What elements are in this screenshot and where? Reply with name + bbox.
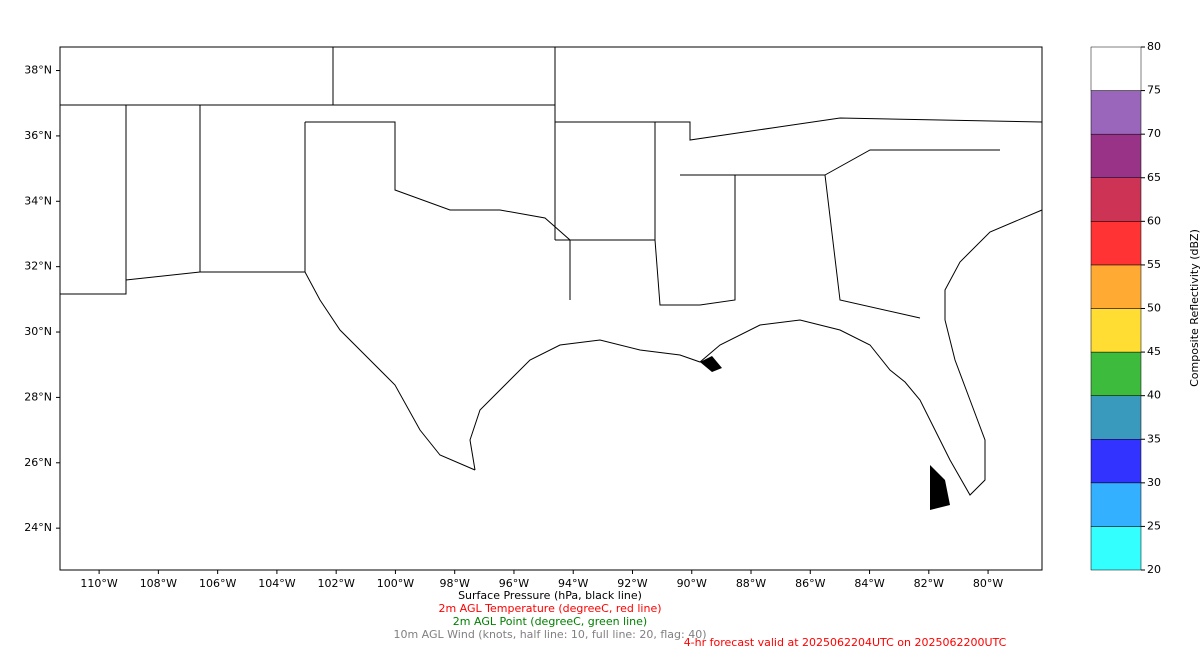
lat-tick-label: 34°N [24, 194, 52, 207]
lat-tick-label: 38°N [24, 64, 52, 77]
lon-tick-label: 104°W [258, 577, 295, 590]
colorbar-bin [1090, 264, 1142, 309]
colorbar-tick-label: 70 [1147, 127, 1161, 140]
colorbar-bin [1090, 133, 1142, 179]
colorbar-tick-label: 45 [1147, 345, 1161, 358]
colorbar-bin [1090, 46, 1142, 91]
colorbar-bin [1090, 439, 1142, 484]
colorbar-bin [1090, 221, 1142, 266]
lon-tick-label: 82°W [914, 577, 944, 590]
colorbar-bin [1090, 482, 1142, 527]
map-outlines [60, 47, 1043, 510]
caption: Surface Pressure (hPa, black line) [458, 589, 642, 602]
lat-tick-label: 28°N [24, 390, 52, 403]
lon-tick-label: 110°W [80, 577, 117, 590]
colorbar-bin [1090, 90, 1142, 135]
colorbar: 20 25 30 35 40 45 50 55 60 65 70 75 80 [1090, 40, 1161, 576]
lon-tick-label: 92°W [617, 577, 647, 590]
lon-tick-label: 108°W [140, 577, 177, 590]
lon-tick-label: 96°W [499, 577, 529, 590]
colorbar-tick-label: 50 [1147, 302, 1161, 315]
lat-tick-label: 32°N [24, 260, 52, 273]
country-border [60, 271, 476, 471]
caption: 2m AGL Temperature (degreeC, red line) [438, 602, 661, 615]
lon-tick-label: 88°W [736, 577, 766, 590]
coast-detail [700, 356, 950, 510]
colorbar-tick-label: 25 [1147, 519, 1161, 532]
coastline [469, 209, 1043, 496]
colorbar-bin [1090, 395, 1142, 440]
lon-tick-label: 80°W [973, 577, 1003, 590]
colorbar-tick-label: 60 [1147, 214, 1161, 227]
lat-tick-label: 26°N [24, 456, 52, 469]
lon-tick-label: 94°W [558, 577, 588, 590]
colorbar-bin [1090, 308, 1142, 353]
colorbar-tick-label: 40 [1147, 389, 1161, 402]
lat-tick-label: 30°N [24, 325, 52, 338]
lon-tick-label: 106°W [199, 577, 236, 590]
colorbar-tick-label: 80 [1147, 40, 1161, 53]
lon-tick-label: 84°W [854, 577, 884, 590]
colorbar-bin [1090, 177, 1142, 222]
colorbar-bin [1090, 526, 1142, 571]
lon-tick-label: 86°W [795, 577, 825, 590]
colorbar-tick-label: 75 [1147, 84, 1161, 97]
colorbar-bin [1090, 351, 1142, 396]
colorbar-label: Composite Reflectivity (dBZ) [1188, 229, 1200, 387]
lon-tick-label: 90°W [677, 577, 707, 590]
colorbar-tick-label: 55 [1147, 258, 1161, 271]
lon-tick-label: 100°W [377, 577, 414, 590]
caption: 10m AGL Wind (knots, half line: 10, full… [393, 628, 706, 641]
colorbar-tick-label: 65 [1147, 171, 1161, 184]
caption: 2m AGL Point (degreeC, green line) [453, 615, 647, 628]
map-frame [59, 46, 1043, 571]
colorbar-tick-label: 35 [1147, 432, 1161, 445]
lat-tick-label: 24°N [24, 521, 52, 534]
lon-tick-label: 102°W [317, 577, 354, 590]
forecast-note: 4-hr forecast valid at 2025062204UTC on … [684, 636, 1007, 649]
state-lines [60, 47, 1043, 319]
lat-tick-label: 36°N [24, 129, 52, 142]
colorbar-tick-label: 30 [1147, 476, 1161, 489]
colorbar-tick-label: 20 [1147, 563, 1161, 576]
lon-tick-label: 98°W [440, 577, 470, 590]
